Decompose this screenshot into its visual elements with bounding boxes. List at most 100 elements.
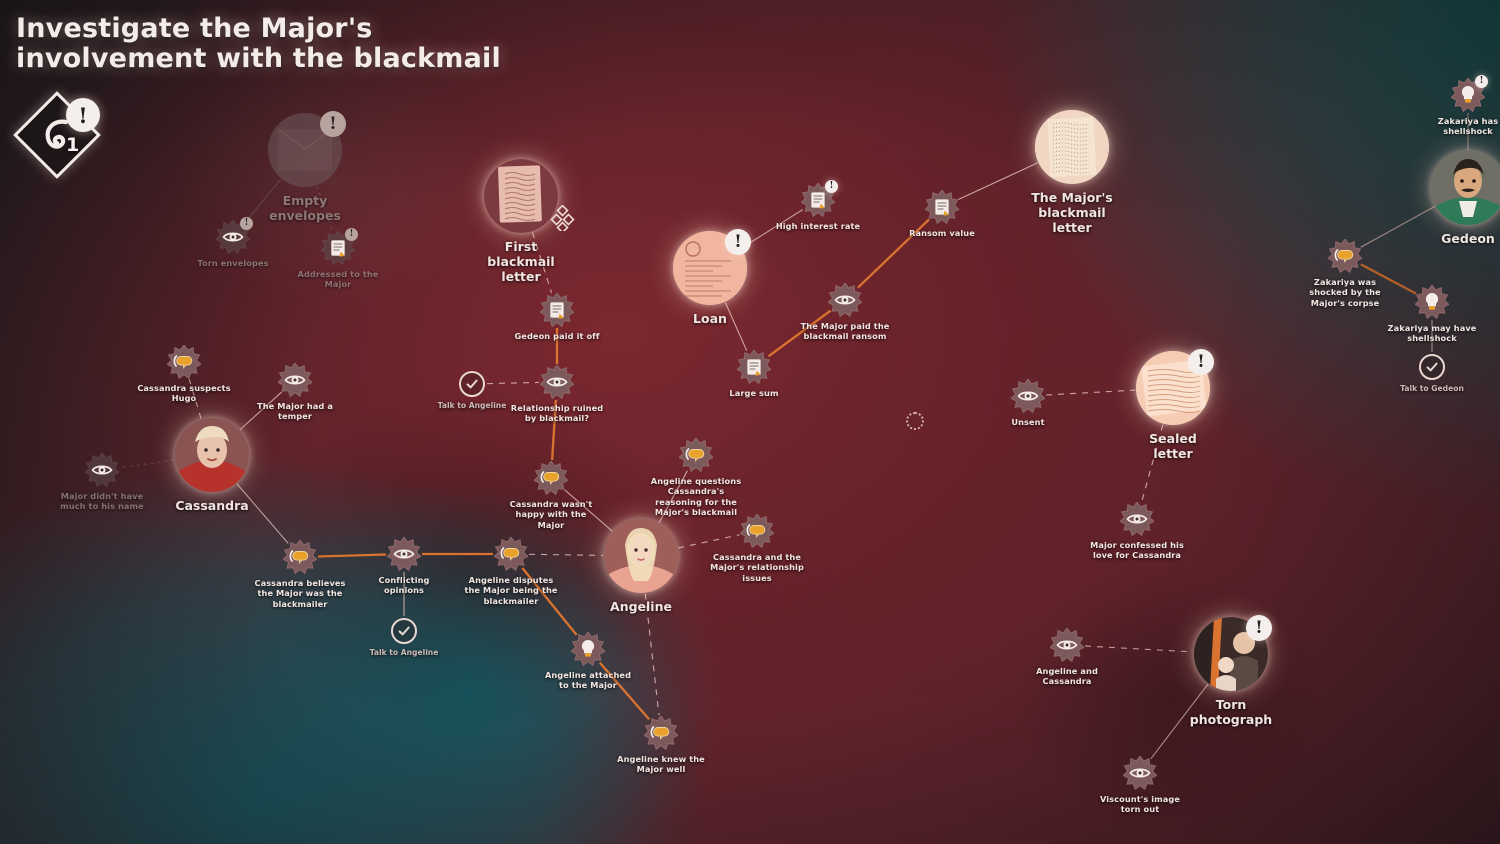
eye-icon xyxy=(284,375,306,385)
node-relationship-ruined[interactable]: Relationship ruined by blackmail? xyxy=(511,364,603,423)
node-sealed-letter[interactable]: ! Sealed letter xyxy=(1136,349,1214,461)
document-icon xyxy=(747,359,761,376)
node-empty-envelopes[interactable]: ! Empty envelopes xyxy=(268,111,346,223)
node-zakariya-may-have-shellshock[interactable]: Zakariya may have shellshock xyxy=(1388,284,1476,343)
node-torn-envelopes[interactable]: ! Torn envelopes xyxy=(197,217,269,268)
clue-gear xyxy=(84,452,120,488)
idea-icon xyxy=(581,639,595,657)
clue-gear xyxy=(539,364,575,400)
node-talk-to-angeline-1[interactable]: Talk to Angeline xyxy=(438,371,506,410)
speech-idea-icon xyxy=(173,355,193,369)
node-major-no-name[interactable]: Major didn't have much to his name xyxy=(60,452,144,511)
node-ransom-value[interactable]: Ransom value xyxy=(909,189,975,238)
node-angeline-attached[interactable]: Angeline attached to the Major xyxy=(545,631,631,690)
node-majors-blackmail-letter[interactable]: The Major's blackmail letter xyxy=(1031,110,1113,235)
node-angeline[interactable]: Angeline xyxy=(604,519,678,614)
node-label: The Major had a temper xyxy=(257,401,333,422)
clue-gear xyxy=(570,631,606,667)
node-angeline-disputes-blackmailer[interactable]: Angeline disputes the Major being the blac… xyxy=(464,536,557,606)
badge-count: 1 xyxy=(66,134,80,156)
node-gedeon-paid-it-off[interactable]: Gedeon paid it off xyxy=(514,292,599,341)
diamond-cluster-icon xyxy=(550,205,575,231)
node-label: Loan xyxy=(693,311,727,326)
node-conflicting-opinions[interactable]: Conflicting opinions xyxy=(378,536,429,595)
node-label: Torn envelopes xyxy=(197,258,269,268)
node-torn-photograph[interactable]: ! Torn photograph xyxy=(1190,615,1272,727)
eye-icon xyxy=(222,232,244,242)
alert-icon: ! xyxy=(1475,75,1488,88)
clue-gear xyxy=(678,437,714,473)
node-cassandra[interactable]: Cassandra xyxy=(175,418,249,513)
evidence-thumbnail xyxy=(1431,151,1500,225)
node-cassandra-suspects-hugo[interactable]: Cassandra suspects Hugo xyxy=(137,344,231,403)
node-talk-to-angeline-2[interactable]: Talk to Angeline xyxy=(370,618,438,657)
node-label: Cassandra and the Major's relationship iss… xyxy=(710,552,804,583)
letter-image xyxy=(1035,110,1109,184)
clue-gear xyxy=(736,349,772,385)
speech-idea-icon xyxy=(289,550,309,564)
speech-idea-icon xyxy=(500,547,520,561)
link-angeline-to-cassandra-major-relationship xyxy=(678,534,740,549)
node-label: Angeline knew the Major well xyxy=(617,754,705,775)
node-talk-to-gedeon[interactable]: Talk to Gedeon xyxy=(1400,354,1464,393)
node-label: Large sum xyxy=(729,388,779,398)
node-undiscovered-node[interactable] xyxy=(906,412,924,430)
clue-gear xyxy=(643,715,679,751)
node-cassandra-major-relationship[interactable]: Cassandra and the Major's relationship iss… xyxy=(710,513,804,583)
node-label: Torn photograph xyxy=(1189,697,1273,727)
clue-gear xyxy=(1119,501,1155,537)
clue-gear xyxy=(924,189,960,225)
node-gedeon[interactable]: Gedeon xyxy=(1431,151,1500,246)
node-label: Zakariya was shocked by the Major's corpse xyxy=(1309,277,1381,308)
alert-icon: ! xyxy=(825,180,838,193)
node-label: Angeline attached to the Major xyxy=(544,670,632,691)
node-unsent[interactable]: Unsent xyxy=(1010,378,1046,427)
node-angeline-and-cassandra[interactable]: Angeline and Cassandra xyxy=(1036,627,1098,686)
node-label: The Major paid the blackmail ransom xyxy=(800,321,890,342)
node-label: Cassandra xyxy=(175,498,249,513)
node-major-had-a-temper[interactable]: The Major had a temper xyxy=(257,362,333,421)
objective-badge[interactable]: 1 ! xyxy=(13,91,130,184)
evidence-thumbnail xyxy=(604,519,678,593)
document-icon xyxy=(935,199,949,216)
node-major-confessed-love[interactable]: Major confessed his love for Cassandra xyxy=(1090,501,1184,560)
node-high-interest-rate[interactable]: ! High interest rate xyxy=(776,180,860,231)
node-label: Zakariya has shellshock xyxy=(1437,116,1499,137)
node-major-paid-ransom[interactable]: The Major paid the blackmail ransom xyxy=(801,282,889,341)
node-label: Cassandra wasn't happy with the Major xyxy=(509,499,593,530)
node-cassandra-not-happy[interactable]: Cassandra wasn't happy with the Major xyxy=(510,460,592,530)
avatar-image xyxy=(175,418,249,492)
clue-gear xyxy=(277,362,313,398)
alert-icon: ! xyxy=(320,111,346,137)
eye-icon xyxy=(1017,391,1039,401)
speech-idea-icon xyxy=(685,448,705,462)
node-zakariya-shocked-corpse[interactable]: Zakariya was shocked by the Major's corpse xyxy=(1309,238,1381,308)
node-zakariya-has-shellshock[interactable]: ! Zakariya has shellshock xyxy=(1438,75,1498,136)
node-first-blackmail-letter[interactable]: First blackmail letter xyxy=(484,159,575,284)
evidence-thumbnail xyxy=(1035,110,1109,184)
node-cassandra-believes-blackmailer[interactable]: Cassandra believes the Major was the black… xyxy=(254,539,345,609)
node-angeline-questions-reasoning[interactable]: Angeline questions Cassandra's reasoning f… xyxy=(651,437,741,517)
check-icon xyxy=(1426,362,1438,372)
link-angeline-and-cassandra-to-torn-photograph xyxy=(1084,645,1194,653)
clue-gear xyxy=(282,539,318,575)
check-icon xyxy=(398,626,410,636)
node-label: Viscount's image torn out xyxy=(1099,794,1181,815)
clue-gear xyxy=(1010,378,1046,414)
node-angeline-knew-major[interactable]: Angeline knew the Major well xyxy=(617,715,705,774)
evidence-thumbnail xyxy=(673,231,747,305)
node-viscounts-image-torn[interactable]: Viscount's image torn out xyxy=(1100,755,1180,814)
document-icon xyxy=(331,240,345,257)
speech-idea-icon xyxy=(650,726,670,740)
node-addressed-to-major[interactable]: ! Addressed to the Major xyxy=(298,228,378,289)
node-label: Zakariya may have shellshock xyxy=(1387,323,1477,344)
node-label: Sealed letter xyxy=(1149,431,1197,461)
document-icon xyxy=(550,302,564,319)
node-label: Gedeon paid it off xyxy=(514,331,600,341)
link-loan-to-large-sum xyxy=(724,302,748,351)
node-label: Gedeon xyxy=(1441,231,1495,246)
node-label: Cassandra believes the Major was the black… xyxy=(254,578,346,609)
node-loan[interactable]: ! Loan xyxy=(673,229,751,326)
node-large-sum[interactable]: Large sum xyxy=(729,349,778,398)
